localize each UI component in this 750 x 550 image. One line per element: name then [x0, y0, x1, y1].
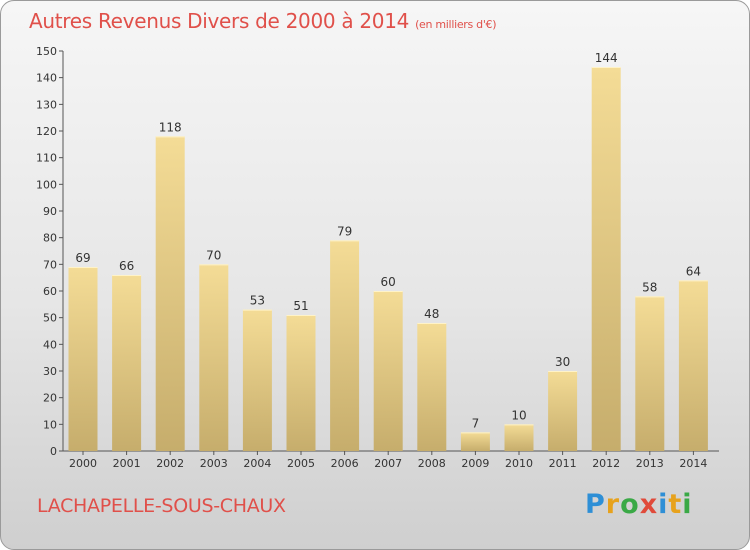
chart-title-text: Autres Revenus Divers de 2000 à 2014	[29, 9, 410, 33]
bar	[155, 136, 185, 452]
y-tick-label: 150	[36, 45, 57, 58]
data-label: 53	[250, 294, 265, 308]
y-tick-label: 40	[43, 338, 57, 351]
data-label: 30	[555, 355, 570, 369]
data-label: 10	[511, 408, 526, 422]
x-tick-label: 2013	[636, 457, 664, 470]
x-tick-label: 2004	[243, 457, 271, 470]
bar	[504, 424, 534, 451]
x-tick-label: 2009	[461, 457, 489, 470]
data-label: 79	[337, 224, 352, 238]
y-tick-label: 110	[36, 152, 57, 165]
data-label: 51	[293, 299, 308, 313]
bar	[373, 291, 403, 451]
x-tick-label: 2000	[69, 457, 97, 470]
y-tick-label: 10	[43, 418, 57, 431]
bar	[199, 264, 229, 451]
data-label: 118	[159, 120, 182, 134]
y-tick-label: 130	[36, 98, 57, 111]
bar	[591, 67, 621, 451]
data-label: 70	[206, 248, 221, 262]
bar	[678, 280, 708, 451]
data-label: 7	[472, 416, 480, 430]
y-tick-label: 70	[43, 258, 57, 271]
x-tick-label: 2001	[113, 457, 141, 470]
x-tick-label: 2012	[592, 457, 620, 470]
x-tick-label: 2007	[374, 457, 402, 470]
bar	[330, 240, 360, 451]
x-tick-label: 2005	[287, 457, 315, 470]
commune-name: LACHAPELLE-SOUS-CHAUX	[37, 495, 286, 517]
x-tick-label: 2014	[679, 457, 707, 470]
bar	[635, 296, 665, 451]
data-label: 66	[119, 259, 134, 273]
bar	[417, 323, 447, 451]
y-tick-label: 100	[36, 178, 57, 191]
bar	[242, 309, 272, 451]
x-tick-label: 2002	[156, 457, 184, 470]
y-tick-label: 60	[43, 285, 57, 298]
y-tick-label: 90	[43, 205, 57, 218]
y-tick-label: 140	[36, 72, 57, 85]
x-tick-label: 2010	[505, 457, 533, 470]
data-label: 60	[381, 275, 396, 289]
proxiti-logo: Proxiti	[585, 489, 693, 520]
data-label: 69	[75, 251, 90, 265]
x-tick-label: 2006	[331, 457, 359, 470]
data-label: 48	[424, 307, 439, 321]
x-tick-label: 2003	[200, 457, 228, 470]
bar	[112, 275, 142, 451]
data-label: 144	[595, 51, 618, 65]
x-tick-label: 2008	[418, 457, 446, 470]
chart-title: Autres Revenus Divers de 2000 à 2014 (en …	[29, 9, 497, 33]
data-label: 58	[642, 280, 657, 294]
y-tick-label: 50	[43, 312, 57, 325]
x-tick-label: 2011	[549, 457, 577, 470]
data-label: 64	[686, 264, 701, 278]
y-tick-label: 120	[36, 125, 57, 138]
bar	[286, 315, 316, 451]
y-tick-label: 20	[43, 392, 57, 405]
y-tick-label: 30	[43, 365, 57, 378]
y-tick-label: 0	[50, 445, 57, 458]
y-tick-label: 80	[43, 232, 57, 245]
bar	[548, 371, 578, 451]
chart-unit: (en milliers d'€)	[415, 18, 497, 31]
bar	[68, 267, 98, 451]
bar	[460, 432, 490, 451]
